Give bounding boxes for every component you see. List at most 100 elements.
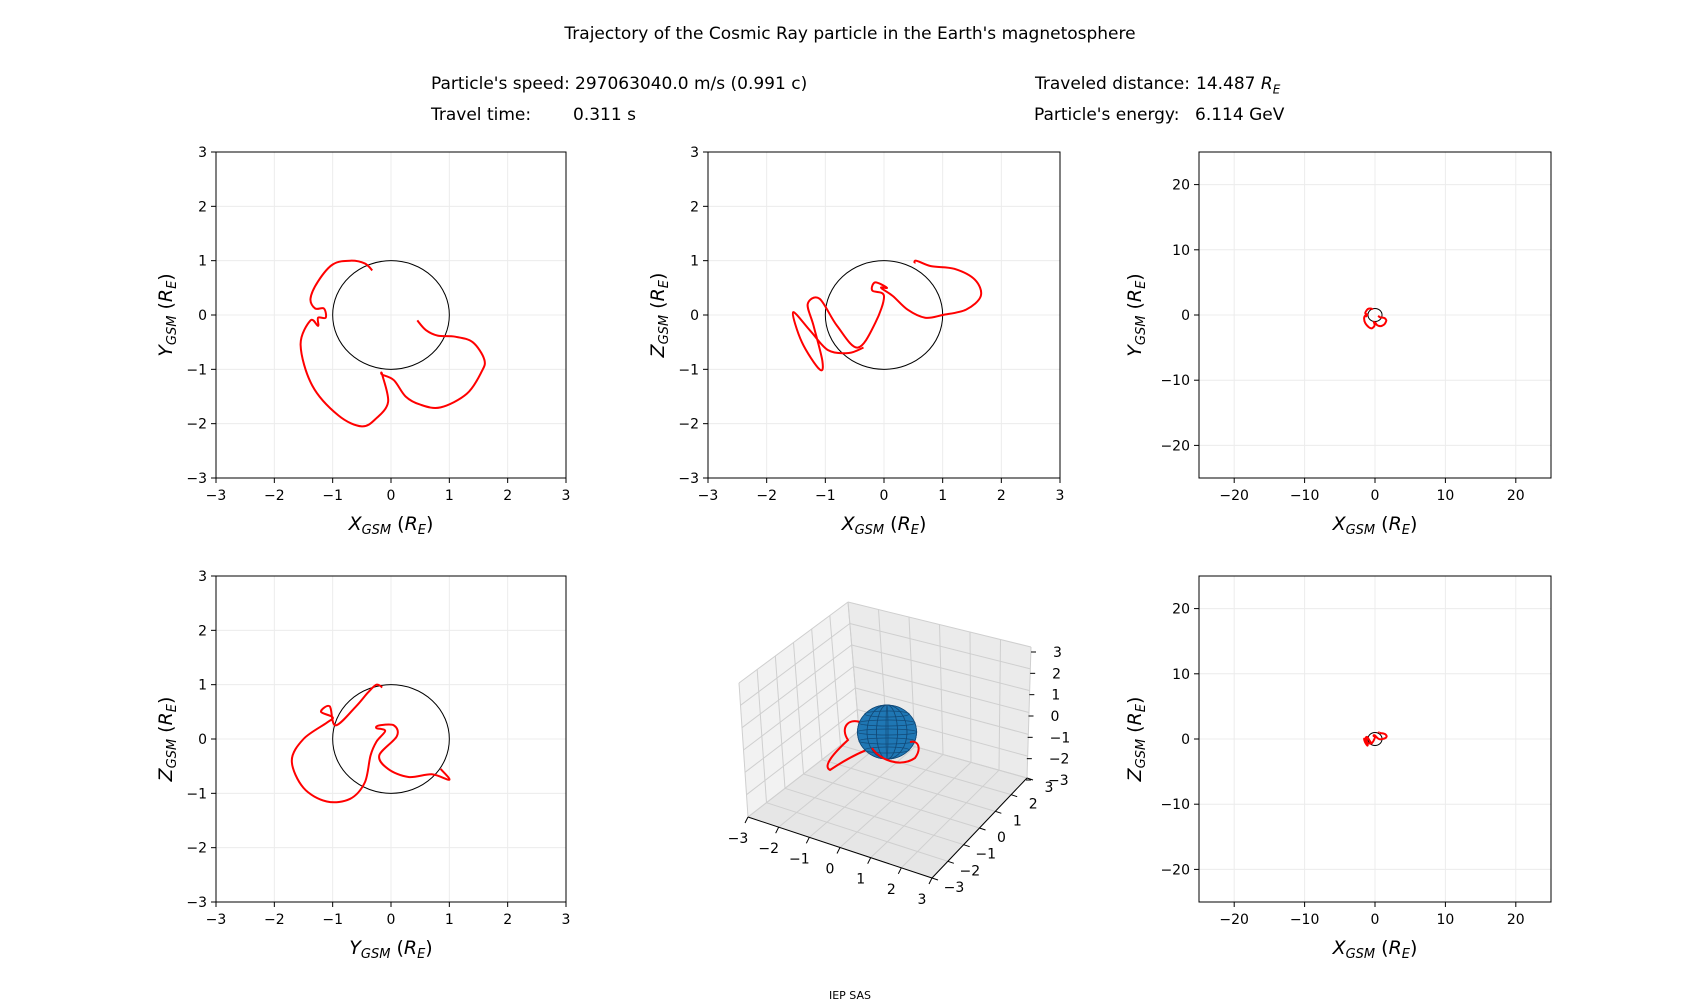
grid-3d [1026, 646, 1032, 779]
y-tick-label: −20 [1160, 862, 1190, 878]
earth-outline [332, 684, 450, 794]
x-tick-label: −3 [206, 488, 227, 504]
grid-3d [740, 623, 851, 706]
x-tick-label: 10 [1436, 912, 1454, 928]
x-axis-label: XGSM (RE) [348, 513, 434, 538]
y-tick-label: 2 [198, 199, 207, 215]
grid-3d [847, 601, 1032, 648]
y-tick-label: −2 [678, 417, 699, 433]
y-axis-label: ZGSM (RE) [1124, 697, 1149, 783]
y-tick-label: 20 [1172, 178, 1190, 194]
x3d-tick-mark [867, 857, 872, 864]
y3d-tick-label: −3 [944, 880, 965, 896]
time-label: Travel time: [431, 105, 532, 125]
x3d-tick-mark [775, 826, 780, 834]
trajectory-line [1363, 307, 1388, 330]
x-tick-label: 1 [445, 488, 454, 504]
x3d-tick-label: 2 [887, 882, 896, 898]
y-tick-label: −2 [186, 417, 207, 433]
z-tick-label: −1 [1050, 730, 1071, 746]
x-tick-label: 2 [503, 488, 512, 504]
energy-label: Particle's energy: [1034, 105, 1180, 125]
x-tick-label: −1 [815, 488, 836, 504]
x-tick-label: 2 [503, 912, 512, 928]
y3d-tick-mark [979, 827, 986, 831]
y-tick-label: −1 [678, 362, 699, 378]
x-tick-label: −10 [1290, 488, 1320, 504]
y-tick-label: 10 [1172, 667, 1190, 683]
trajectory-line [1363, 731, 1388, 747]
figure-title: Trajectory of the Cosmic Ray particle in… [564, 24, 1136, 44]
y-tick-label: 3 [198, 145, 207, 161]
y3d-tick-label: −1 [975, 847, 996, 863]
y-tick-label: 0 [1181, 732, 1190, 748]
x-tick-label: 1 [938, 488, 947, 504]
y-tick-label: −20 [1160, 438, 1190, 454]
x-axis-label: XGSM (RE) [1332, 513, 1418, 538]
x-tick-label: −20 [1219, 488, 1249, 504]
trajectory-3d-front [871, 740, 920, 764]
speed-label: Particle's speed: [431, 74, 570, 94]
x-tick-label: 2 [997, 488, 1006, 504]
x-tick-label: 0 [1371, 912, 1380, 928]
z-tick-label: 2 [1052, 666, 1061, 682]
sphere-latitude [856, 728, 918, 736]
footer-credit: IEP SAS [828, 989, 872, 1002]
x-axis-label: XGSM (RE) [1332, 937, 1418, 962]
y-tick-label: −1 [186, 786, 207, 802]
speed-value: 297063040.0 m/s (0.991 c) [575, 74, 808, 94]
x-tick-label: −3 [698, 488, 719, 504]
x-tick-label: 3 [1056, 488, 1065, 504]
y-tick-label: −3 [186, 471, 207, 487]
grid-3d [900, 769, 1000, 869]
y-tick-label: 20 [1172, 602, 1190, 618]
x-tick-label: −2 [264, 912, 285, 928]
y-tick-label: 0 [1181, 308, 1190, 324]
y3d-tick-mark [931, 877, 939, 881]
trajectory-line [299, 259, 486, 428]
x3d-tick-mark [928, 877, 933, 885]
x3d-tick-label: −3 [728, 831, 749, 847]
x-tick-label: −2 [264, 488, 285, 504]
x-tick-label: −20 [1219, 912, 1249, 928]
y-tick-label: −1 [186, 362, 207, 378]
x-tick-label: −1 [322, 912, 343, 928]
x3d-tick-mark [805, 837, 810, 844]
distance-unit: RE [1260, 74, 1281, 97]
chart-panel-1: −3 −2 −1 0 1 2 3 −3 −2 −1 0 1 2 3 XGSM (RE) YGSM (RE) [155, 145, 570, 538]
z-tick-label: 0 [1051, 709, 1060, 725]
y3d-tick-label: 2 [1029, 797, 1038, 813]
y-tick-label: 3 [690, 145, 699, 161]
x-tick-label: 0 [1371, 488, 1380, 504]
x-tick-label: 20 [1507, 488, 1525, 504]
trajectory-3d-back [826, 720, 873, 772]
x-tick-label: 1 [445, 912, 454, 928]
y-tick-label: 10 [1172, 243, 1190, 259]
x-tick-label: 0 [880, 488, 889, 504]
x-tick-label: 3 [562, 912, 571, 928]
earth-outline [332, 260, 450, 370]
distance-readout: 14.487 RE [1196, 74, 1280, 96]
z-tick-label: −3 [1048, 773, 1069, 789]
y3d-tick-mark [1026, 777, 1034, 781]
x3d-tick-label: −1 [789, 851, 810, 867]
y-axis-label: YGSM (RE) [1124, 273, 1149, 356]
x3d-tick-label: 1 [856, 872, 865, 888]
x-axis-label: XGSM (RE) [841, 513, 927, 538]
distance-value: 14.487 [1196, 74, 1256, 94]
y-tick-label: 1 [690, 254, 699, 270]
y3d-tick-mark [947, 860, 954, 864]
z-tick-label: 3 [1053, 645, 1062, 661]
y3d-tick-label: 0 [997, 830, 1006, 846]
y3d-tick-label: 1 [1013, 813, 1022, 829]
z-tick-label: −2 [1049, 752, 1070, 768]
y3d-tick-mark [995, 810, 1002, 814]
y-tick-label: 2 [198, 623, 207, 639]
y-tick-label: 3 [198, 569, 207, 585]
x3d-tick-mark [836, 847, 841, 854]
y-axis-label: ZGSM (RE) [155, 697, 180, 783]
x3d-tick-mark [897, 867, 902, 875]
y3d-tick-label: 3 [1045, 780, 1054, 796]
